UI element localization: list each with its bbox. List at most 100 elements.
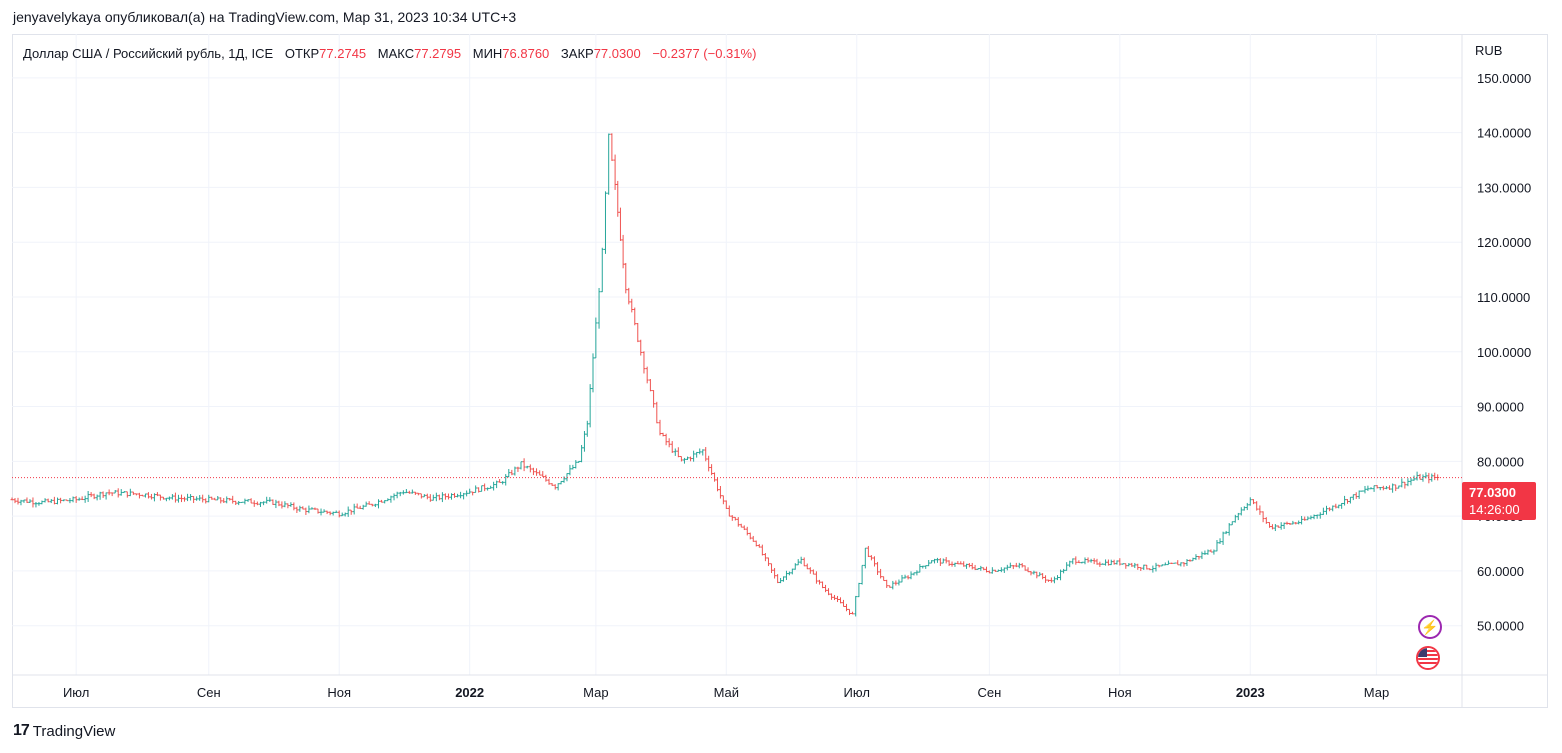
ohlc-bar [1130,562,1134,567]
ohlc-bar [1221,531,1225,545]
ohlc-bar [1218,538,1222,544]
ohlc-bar [633,307,637,326]
ohlc-bar [325,510,329,515]
tradingview-logo[interactable]: 17 TradingView [13,722,115,740]
ohlc-bar [710,464,714,476]
us-flag-icon[interactable] [1416,646,1440,670]
ohlc-bar [255,501,259,506]
ohlc-bar [367,501,371,505]
ohlc-bar [234,500,238,506]
ohlc-bar [322,509,326,513]
ohlc-bar [334,510,338,513]
ohlc-bar [222,498,226,503]
ohlc-bar [1309,515,1313,520]
ohlc-bar [935,557,939,563]
ohlc-bar [386,498,390,502]
ohlc-bar [1191,557,1195,562]
open-label: ОТКР [284,46,320,61]
ohlc-bar [65,499,69,502]
ohlc-bar [340,512,344,517]
ohlc-bar [68,497,72,504]
ohlc-bar [449,493,453,500]
ohlc-bar [361,504,365,510]
ohlc-bar [814,571,818,584]
ohlc-bar [866,545,870,558]
ohlc-bar [134,493,138,496]
ohlc-bar [618,207,622,241]
ohlc-bar [1014,562,1018,568]
ohlc-bar [471,491,475,496]
ohlc-bar [1384,485,1388,490]
ohlc-bar [879,568,883,579]
ohlc-bar [246,499,250,502]
ohlc-bar [1412,475,1416,481]
price-tick-label: 130.0000 [1477,180,1531,195]
ohlc-bar [25,497,29,503]
ohlc-bar [1044,575,1048,583]
ohlc-bar [944,557,948,564]
ohlc-bar [603,191,607,254]
ohlc-bar [1124,563,1128,569]
ohlc-bar [310,507,314,510]
ohlc-bars [10,133,1440,617]
ohlc-bar [292,502,296,511]
ohlc-bar [125,491,129,498]
ohlc-bar [62,499,66,502]
tv-logo-icon: 17 [13,722,30,739]
lightning-icon[interactable]: ⚡ [1418,615,1442,639]
ohlc-bar [95,494,99,501]
ohlc-bar [1239,507,1243,516]
ohlc-bar [228,498,232,501]
ohlc-bar [642,351,646,374]
ohlc-bar [1348,496,1352,504]
low-value: 76.8760 [502,46,550,61]
ohlc-bar [704,447,708,462]
ohlc-bar [773,567,777,579]
time-tick-label: Ноя [327,685,351,700]
ohlc-bar [1209,549,1213,553]
ohlc-bar [313,507,317,510]
bar-countdown: 14:26:00 [1469,502,1520,517]
ohlc-bar [262,501,266,506]
ohlc-bar [736,517,740,527]
ohlc-bar [1029,571,1033,576]
price-tick-label: 140.0000 [1477,126,1531,141]
ohlc-bar [597,287,601,329]
price-tick-label: 50.0000 [1477,619,1524,634]
change-value: −0.2377 (−0.31%) [652,46,757,61]
ohlc-bar [216,496,220,501]
ohlc-bar [346,506,350,517]
ohlc-bar [1248,497,1252,506]
ohlc-bar [973,564,977,571]
ohlc-bar [16,497,20,505]
ohlc-bar [541,471,545,478]
ohlc-bar [49,499,53,504]
ohlc-bar [331,511,335,516]
ohlc-bar [787,571,791,576]
ohlc-bar [122,491,126,493]
ohlc-bar [1089,558,1093,563]
ohlc-bar [431,494,435,501]
symbol-legend: Доллар США / Российский рубль, 1Д, ICE О… [23,46,756,61]
chart-grid [12,34,1462,675]
ohlc-bar [1163,562,1167,566]
ohlc-bar [1245,502,1249,511]
ohlc-bar [31,497,35,508]
currency-label: RUB [1475,43,1502,58]
chart-frame[interactable] [12,34,1548,708]
price-tick-label: 120.0000 [1477,235,1531,250]
ohlc-bar [1148,568,1152,571]
ohlc-bar [894,580,898,586]
ohlc-bar [1233,514,1237,523]
ohlc-bar [1270,524,1274,530]
ohlc-bar [757,544,761,548]
ohlc-bar [19,499,23,506]
ohlc-bar [37,502,41,506]
ohlc-bar [568,464,572,476]
ohlc-bar [1086,557,1090,563]
ohlc-bar [149,493,153,500]
ohlc-bar [1206,549,1210,555]
ohlc-bar [1023,565,1027,571]
ohlc-bar [1118,558,1122,566]
